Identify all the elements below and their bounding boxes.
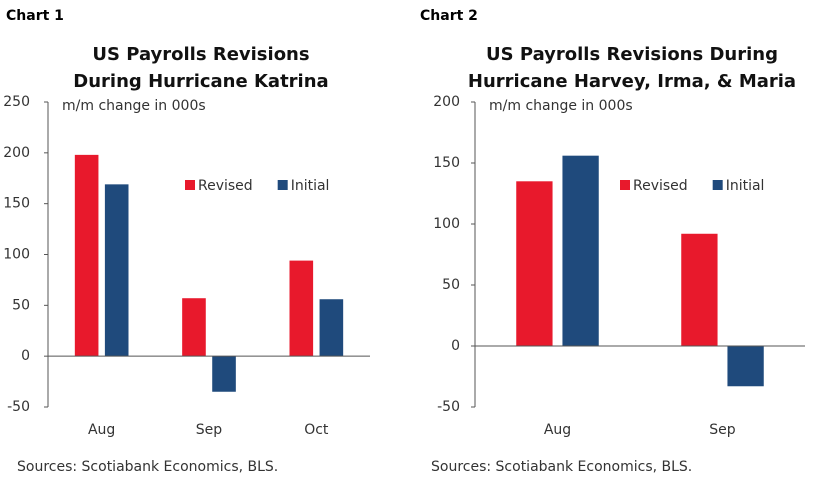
- y-tick-label: 50: [12, 297, 30, 313]
- bar: [562, 155, 599, 346]
- x-tick-label: Sep: [196, 422, 223, 438]
- y-tick-label: 0: [451, 338, 460, 354]
- legend-label: Initial: [726, 178, 765, 194]
- bar: [319, 299, 344, 357]
- bar: [74, 154, 99, 357]
- legend-label: Revised: [633, 178, 688, 194]
- chart-title: Hurricane Harvey, Irma, & Maria: [468, 71, 796, 92]
- y-tick-label: 150: [433, 155, 460, 171]
- y-tick-label: 0: [21, 348, 30, 364]
- source-note: Sources: Scotiabank Economics, BLS.: [17, 459, 278, 475]
- chart-title: US Payrolls Revisions During: [486, 44, 778, 65]
- bar: [212, 356, 236, 392]
- bar: [516, 181, 553, 346]
- bar: [681, 233, 718, 346]
- legend-swatch: [620, 180, 630, 190]
- legend-label: Revised: [198, 178, 253, 194]
- y-axis-label: m/m change in 000s: [489, 98, 633, 114]
- legend-swatch: [277, 180, 288, 190]
- y-tick-label: 200: [3, 145, 30, 161]
- y-tick-label: 100: [3, 247, 30, 263]
- chart-title: US Payrolls Revisions: [92, 44, 309, 65]
- y-tick-label: 150: [3, 196, 30, 212]
- x-tick-label: Oct: [304, 422, 329, 438]
- y-tick-label: 250: [3, 94, 30, 110]
- chart-label: Chart 1: [6, 8, 64, 24]
- bar: [289, 260, 314, 357]
- y-tick-label: 100: [433, 216, 460, 232]
- legend-label: Initial: [291, 178, 330, 194]
- x-tick-label: Aug: [88, 422, 115, 438]
- legend-swatch: [712, 180, 723, 190]
- x-tick-label: Sep: [709, 422, 736, 438]
- bar: [727, 346, 764, 387]
- source-note: Sources: Scotiabank Economics, BLS.: [431, 459, 692, 475]
- y-tick-label: 50: [442, 277, 460, 293]
- y-tick-label: -50: [437, 399, 460, 415]
- y-tick-label: 200: [433, 94, 460, 110]
- y-axis-label: m/m change in 000s: [62, 98, 206, 114]
- chart-title: During Hurricane Katrina: [73, 71, 328, 92]
- bar: [104, 184, 129, 357]
- x-tick-label: Aug: [544, 422, 571, 438]
- chart-label: Chart 2: [420, 8, 478, 24]
- bar: [182, 298, 206, 357]
- legend-swatch: [185, 180, 195, 190]
- y-tick-label: -50: [7, 399, 30, 415]
